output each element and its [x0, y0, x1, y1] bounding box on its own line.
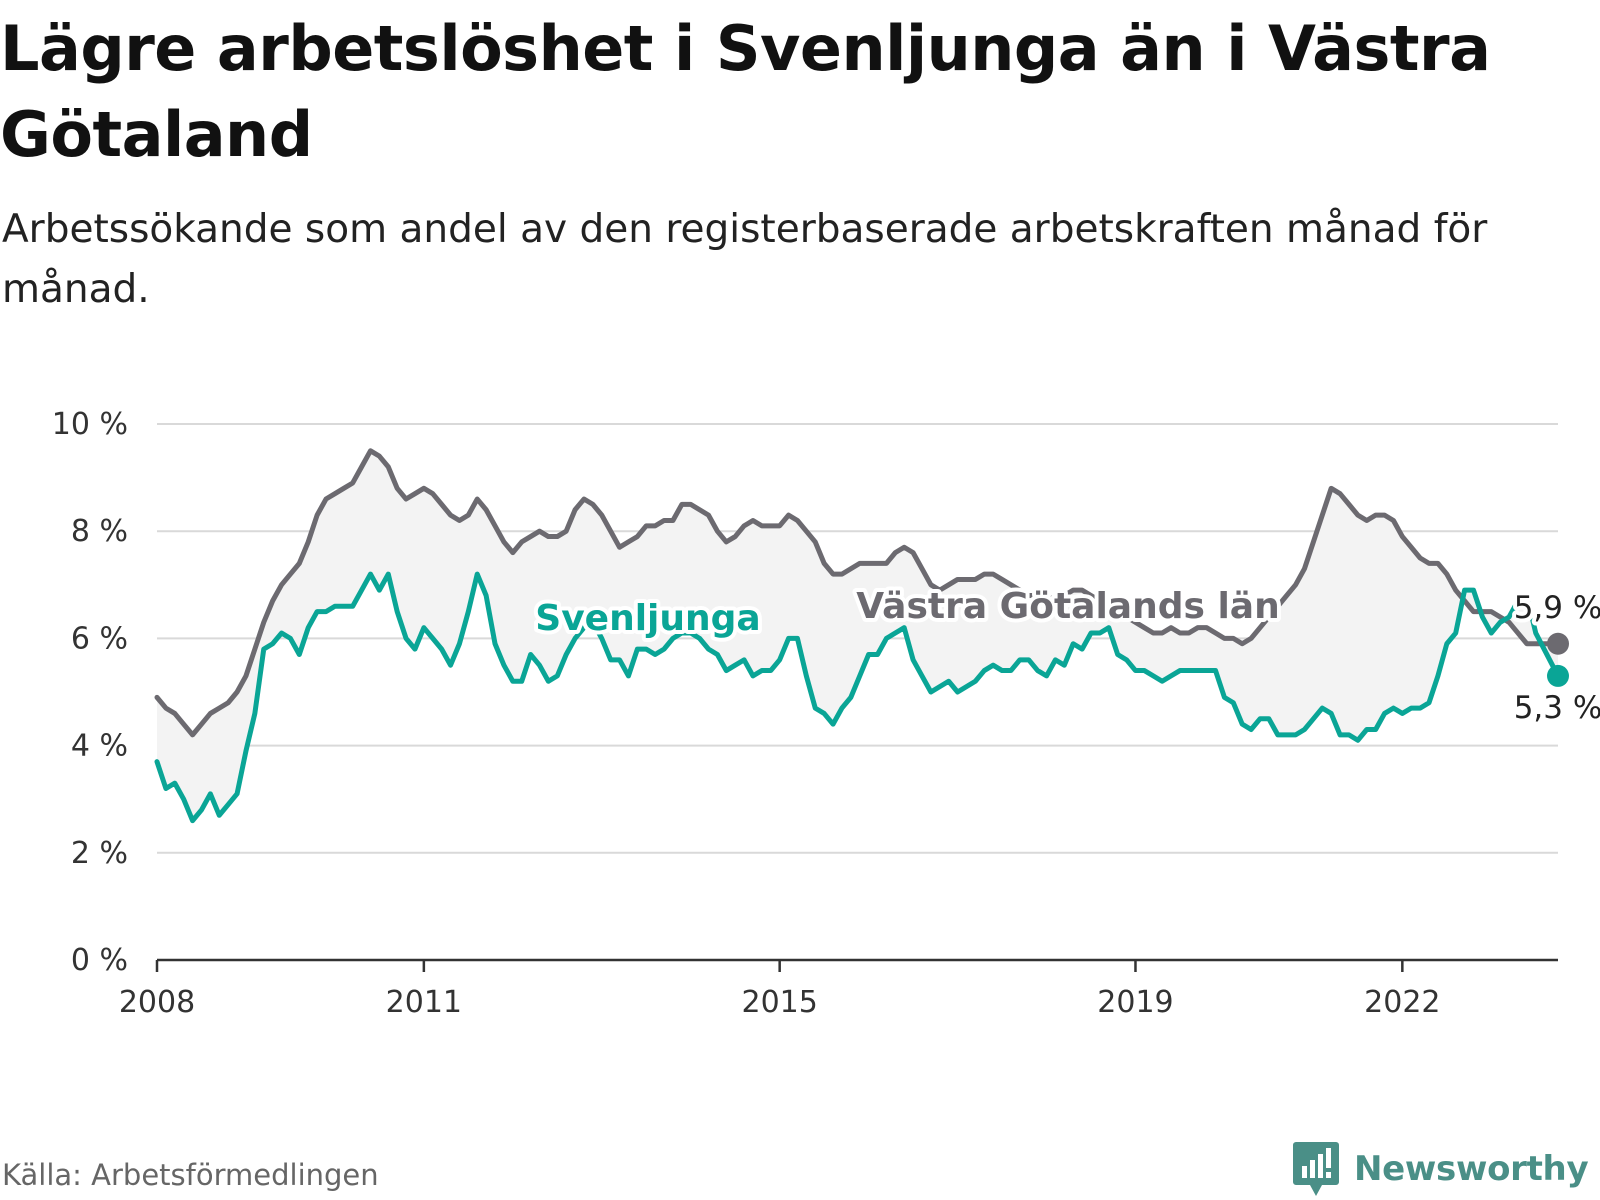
x-tick-label: 2022 — [1364, 985, 1440, 1020]
end-label-svenljunga: 5,3 %5,3 % — [1510, 686, 1600, 730]
end-label-region-text: 5,9 % — [1514, 590, 1600, 626]
x-tick-label: 2011 — [386, 985, 462, 1020]
end-label-svenljunga-halo: 5,3 % — [1514, 690, 1600, 726]
band-layer — [157, 450, 1558, 821]
source-note: Källa: Arbetsförmedlingen — [2, 1158, 379, 1192]
series-label-region-halo: Västra Götalands län — [856, 586, 1279, 627]
axis-layer: 0 % 2 % 4 % 6 % 8 % 10 % 2008 2011 2015 2019 2022 — [52, 407, 1558, 1020]
newsworthy-logo-icon — [1293, 1142, 1339, 1196]
y-tick-label: 2 % — [71, 836, 128, 871]
series-line-region — [154, 448, 1561, 738]
end-label-region: 5,9 %5,9 % — [1510, 586, 1600, 630]
end-label-region-halo: 5,9 % — [1514, 590, 1600, 626]
series-label-svenljunga-halo: Svenljunga — [535, 598, 760, 639]
x-tick-label: 2015 — [741, 985, 817, 1020]
end-marker-svenljunga — [1547, 664, 1569, 687]
end-label-svenljunga-text: 5,3 % — [1514, 690, 1600, 726]
brand-logo: Newsworthy — [1292, 1140, 1589, 1198]
x-tick-label: 2008 — [119, 985, 195, 1020]
page-subtitle: Arbetssökande som andel av den registerb… — [2, 207, 1488, 312]
series-label-region-text: Västra Götalands län — [856, 586, 1279, 627]
y-tick-label: 10 % — [52, 407, 128, 442]
y-tick-label: 4 % — [71, 729, 128, 764]
page-title: Lägre arbetslöshet i Svenljunga än i Väs… — [0, 12, 1491, 171]
y-tick-label: 0 % — [71, 943, 128, 978]
series-line-svenljunga — [154, 571, 1561, 824]
series-label-svenljunga-text: Svenljunga — [535, 598, 760, 639]
difference-band — [157, 450, 1558, 821]
y-tick-label: 6 % — [71, 621, 128, 656]
y-tick-label: 8 % — [71, 514, 128, 549]
x-tick-label: 2019 — [1097, 985, 1173, 1020]
brand-name: Newsworthy — [1354, 1149, 1589, 1189]
label-layer: 5,9 %5,9 % 5,3 %5,3 % SvenljungaSvenljunga… — [531, 582, 1600, 730]
line-layer — [154, 448, 1569, 824]
end-marker-region — [1547, 632, 1569, 655]
